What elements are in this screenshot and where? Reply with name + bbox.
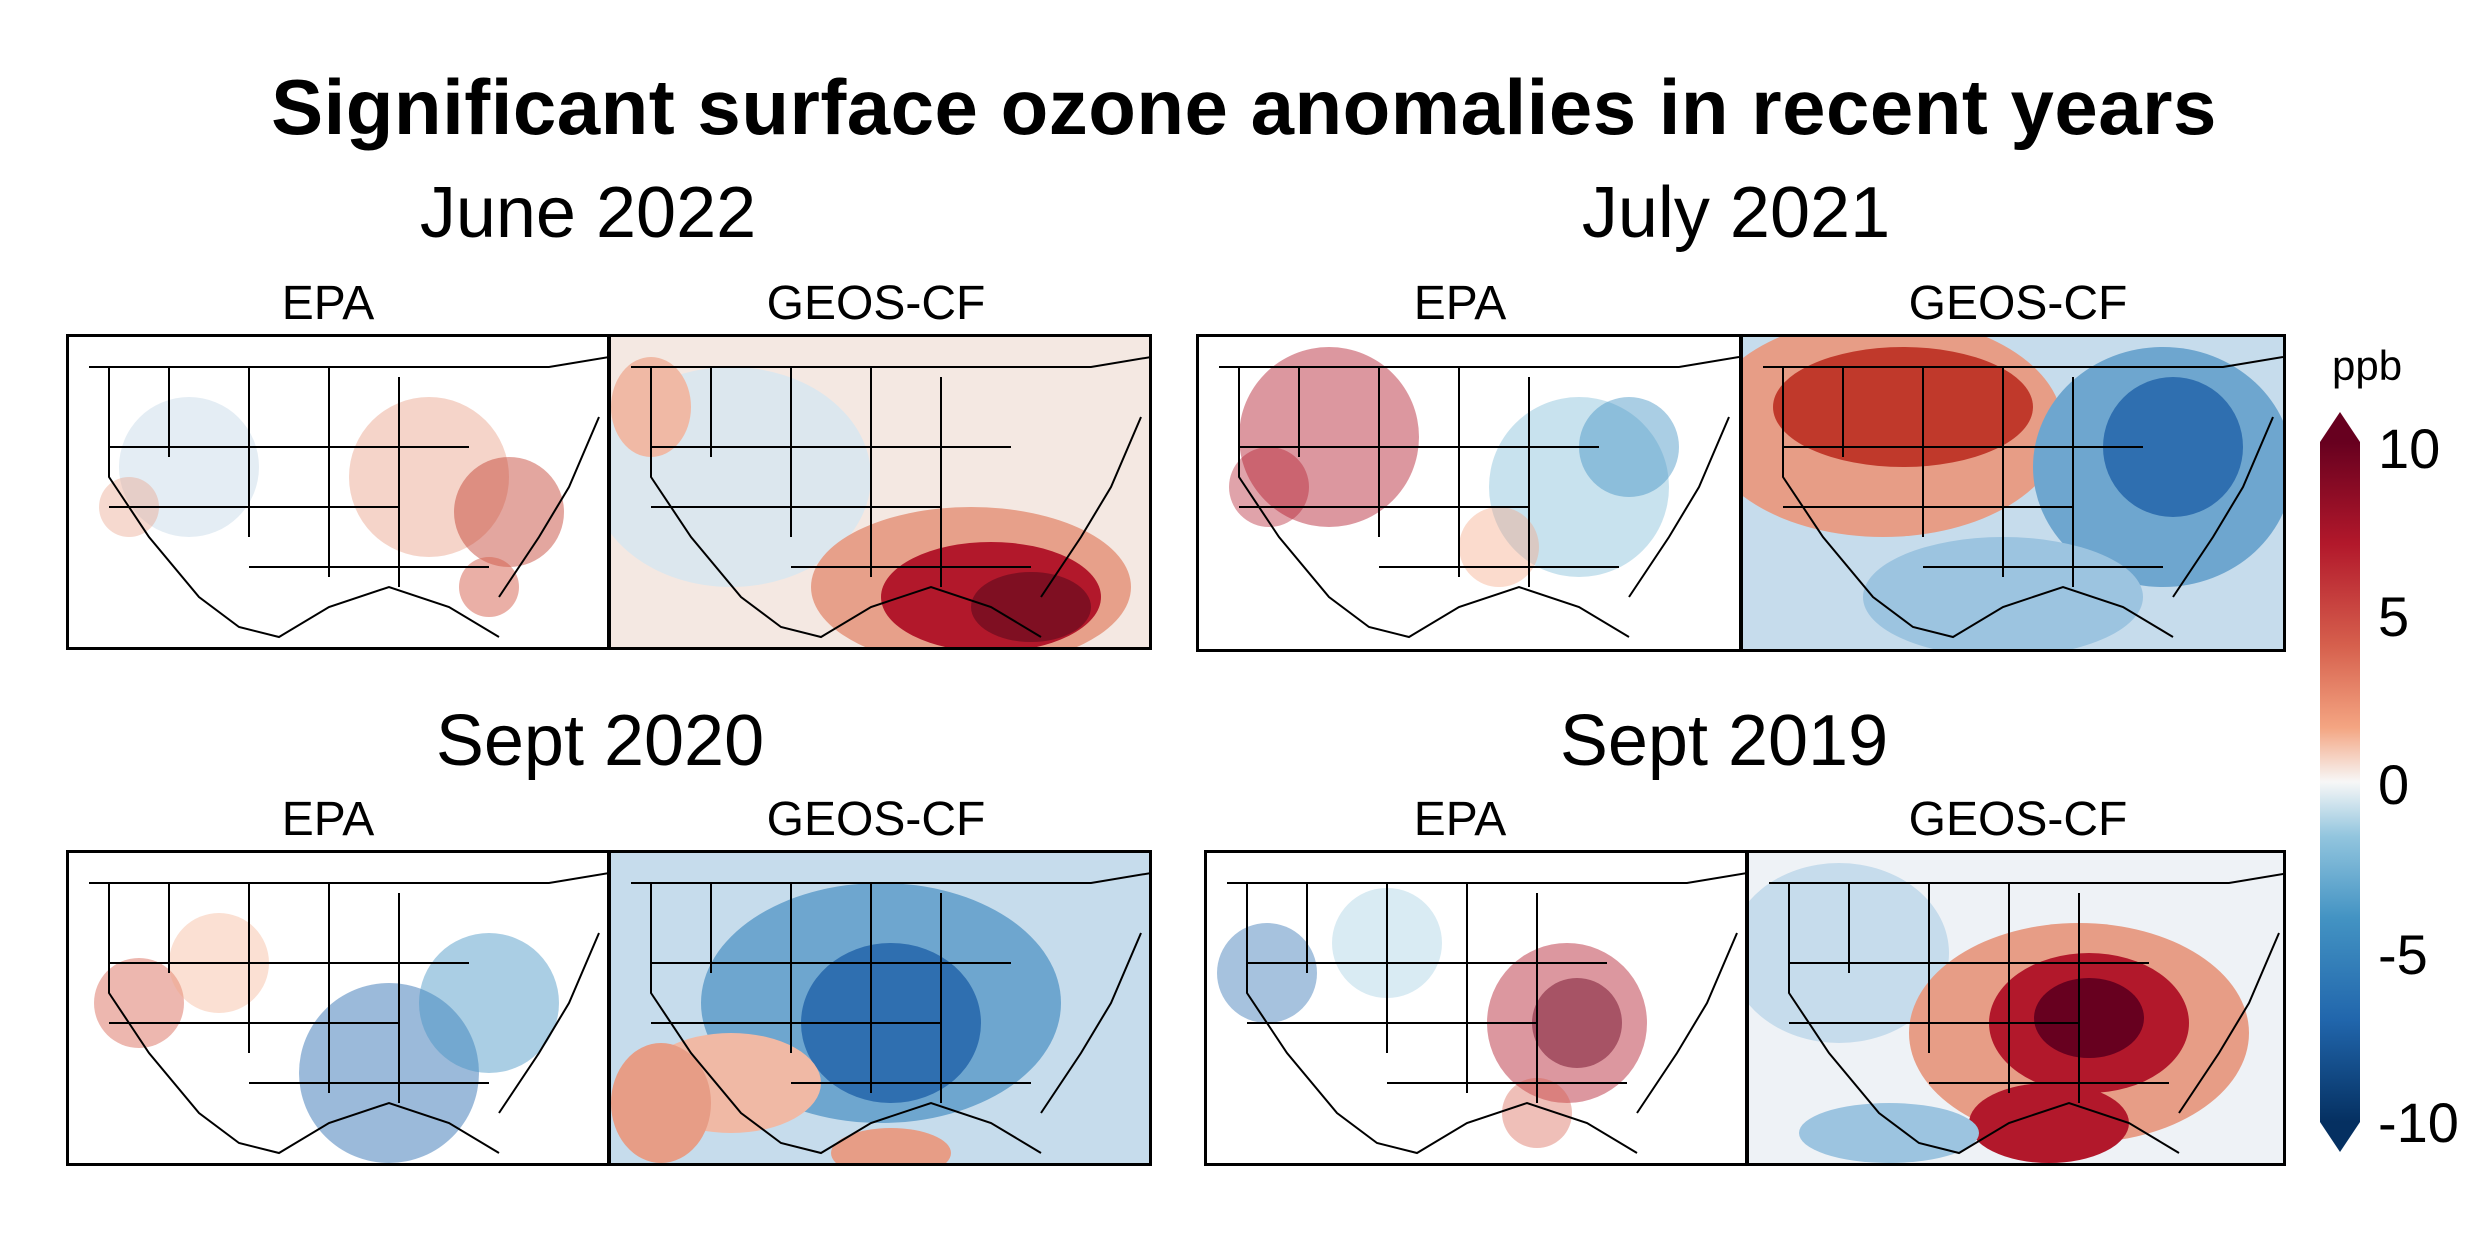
colorbar-tick-minus-10: -10 [2378,1091,2459,1154]
epa-map-sept-2019 [1204,850,1748,1166]
colorbar-tick-0: 0 [2378,753,2410,816]
geoscf-label-sept-2019: GEOS-CF [1908,793,2128,846]
geoscf-map-sept-2019 [1746,850,2286,1166]
epa-map-june-2022 [66,334,610,650]
period-title-june-2022: June 2022 [419,173,757,253]
colorbar-tick-minus-5: -5 [2378,923,2428,986]
geoscf-label-sept-2020: GEOS-CF [766,793,986,846]
epa-map-sept-2020 [66,850,610,1166]
colorbar-unit: ppb [2332,342,2403,389]
period-title-sept-2019: Sept 2019 [1559,701,1889,781]
epa-label-june-2022: EPA [281,277,375,330]
epa-stations-sept-2020 [94,913,559,1163]
epa-stations-sept-2019 [1217,888,1647,1148]
epa-label-july-2021: EPA [1413,277,1507,330]
geoscf-label-june-2022: GEOS-CF [766,277,986,330]
colorbar-tick-5: 5 [2378,585,2410,648]
period-title-july-2021: July 2021 [1581,173,1891,253]
epa-label-sept-2020: EPA [281,793,375,846]
epa-label-sept-2019: EPA [1413,793,1507,846]
colorbar [2320,412,2360,1152]
geoscf-label-july-2021: GEOS-CF [1908,277,2128,330]
figure-title: Significant surface ozone anomalies in r… [271,63,2217,151]
colorbar-tick-10: 10 [2378,417,2441,480]
geoscf-map-june-2022 [608,334,1152,650]
epa-stations-july-2021 [1229,347,1679,587]
epa-map-july-2021 [1196,334,1742,652]
geoscf-map-sept-2020 [608,850,1152,1166]
period-title-sept-2020: Sept 2020 [435,701,765,781]
geoscf-map-july-2021 [1740,334,2286,652]
